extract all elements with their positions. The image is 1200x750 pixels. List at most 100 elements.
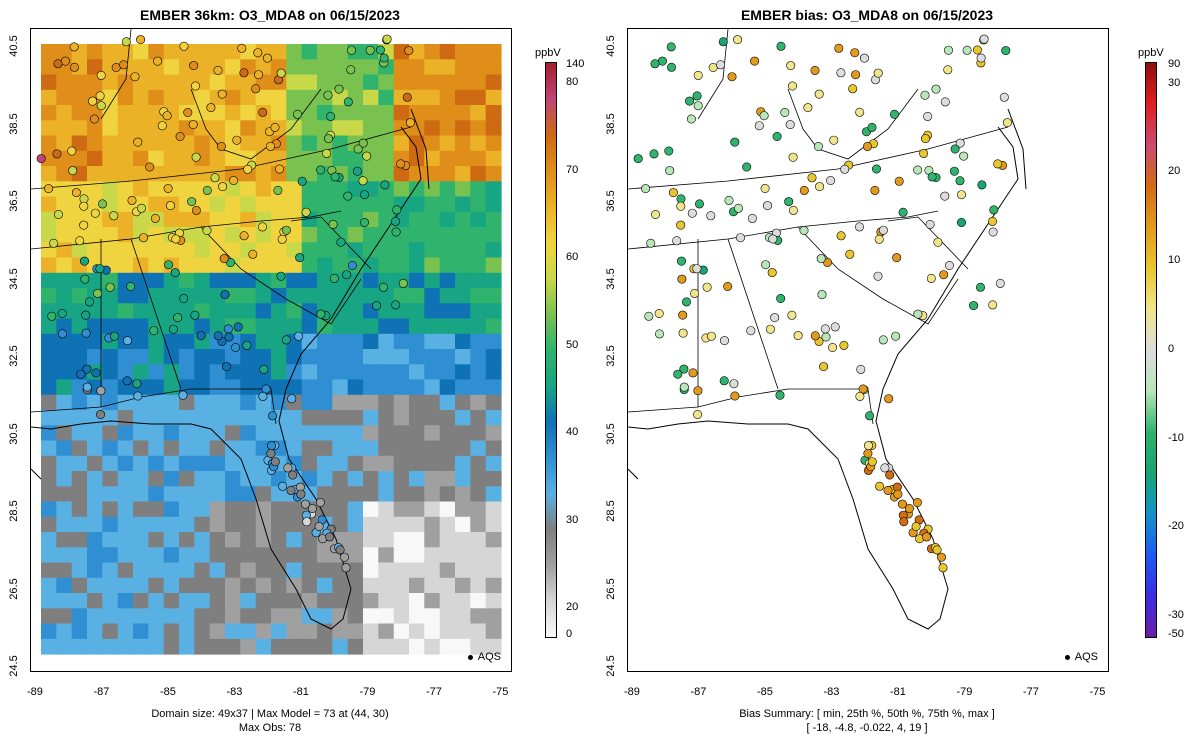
model-grid-cell bbox=[286, 425, 303, 442]
aqs-station-marker bbox=[213, 331, 223, 341]
model-grid-cell bbox=[317, 455, 333, 472]
model-grid-cell bbox=[347, 638, 364, 655]
model-grid-cell bbox=[240, 135, 257, 152]
bias-station-marker bbox=[814, 89, 824, 99]
model-grid-cell bbox=[179, 89, 195, 106]
aqs-station-marker bbox=[53, 210, 63, 220]
model-grid-cell bbox=[194, 364, 211, 381]
model-grid-cell bbox=[332, 44, 349, 60]
model-grid-cell bbox=[485, 638, 502, 655]
model-grid-cell bbox=[209, 516, 226, 533]
model-grid-cell bbox=[485, 425, 502, 442]
model-grid-cell bbox=[117, 166, 134, 182]
bias-station-marker bbox=[955, 138, 965, 148]
model-grid-cell bbox=[286, 593, 303, 609]
model-grid-cell bbox=[87, 150, 103, 167]
model-grid-cell bbox=[317, 196, 333, 213]
model-grid-cell bbox=[163, 150, 180, 167]
bias-station-marker bbox=[820, 324, 830, 334]
model-grid-cell bbox=[209, 74, 226, 91]
model-grid-cell bbox=[56, 288, 73, 304]
aqs-station-marker bbox=[202, 226, 212, 236]
model-grid-cell bbox=[240, 89, 257, 106]
y-tick-label: 26.5 bbox=[605, 577, 617, 600]
model-grid-cell bbox=[301, 59, 318, 76]
model-grid-cell bbox=[133, 303, 149, 320]
bias-station-marker bbox=[692, 91, 702, 101]
model-grid-cell bbox=[301, 333, 318, 350]
aqs-station-marker bbox=[346, 45, 356, 55]
model-grid-cell bbox=[87, 318, 103, 335]
model-grid-cell bbox=[317, 364, 333, 381]
model-grid-cell bbox=[424, 593, 441, 609]
model-grid-cell bbox=[424, 59, 441, 76]
model-grid-cell bbox=[286, 547, 303, 564]
model-grid-cell bbox=[485, 257, 502, 274]
bias-station-marker bbox=[845, 249, 855, 259]
model-grid-cell bbox=[133, 410, 149, 426]
model-grid-cell bbox=[148, 440, 165, 457]
model-grid-cell bbox=[41, 623, 57, 640]
model-grid-cell bbox=[439, 150, 456, 167]
aqs-station-marker bbox=[329, 273, 339, 283]
bias-station-marker bbox=[760, 184, 770, 194]
model-grid-cell bbox=[225, 272, 241, 289]
model-grid-cell bbox=[363, 501, 379, 518]
model-grid-cell bbox=[301, 288, 318, 304]
model-grid-cell bbox=[409, 89, 425, 106]
model-grid-cell bbox=[179, 547, 195, 564]
bias-station-marker bbox=[944, 261, 954, 271]
model-grid-cell bbox=[271, 379, 287, 396]
model-grid-cell bbox=[56, 608, 73, 625]
model-grid-cell bbox=[470, 150, 487, 167]
model-grid-cell bbox=[332, 394, 349, 411]
aqs-station-marker bbox=[95, 91, 105, 101]
model-grid-cell bbox=[286, 379, 303, 396]
bias-station-marker bbox=[893, 489, 903, 499]
colorbar-tick-label: 30 bbox=[1168, 77, 1181, 89]
model-grid-cell bbox=[485, 166, 502, 182]
model-grid-cell bbox=[485, 288, 502, 304]
aqs-station-marker bbox=[179, 41, 189, 51]
model-grid-cell bbox=[179, 577, 195, 594]
model-grid-cell bbox=[163, 333, 180, 350]
model-grid-cell bbox=[194, 211, 211, 228]
model-grid-cell bbox=[439, 364, 456, 381]
model-grid-cell bbox=[286, 501, 303, 518]
model-grid-cell bbox=[409, 379, 425, 396]
aqs-station-marker bbox=[266, 141, 276, 151]
x-tick-label: -81 bbox=[293, 686, 309, 698]
bias-station-marker bbox=[950, 144, 960, 154]
model-grid-cell bbox=[332, 227, 349, 243]
right-map-title: EMBER bias: O3_MDA8 on 06/15/2023 bbox=[740, 7, 994, 23]
bias-station-marker bbox=[686, 114, 696, 124]
model-grid-cell bbox=[133, 105, 149, 121]
model-grid-cell bbox=[378, 501, 395, 518]
model-grid-cell bbox=[378, 105, 395, 121]
model-grid-cell bbox=[117, 288, 134, 304]
model-grid-cell bbox=[102, 638, 119, 655]
model-grid-cell bbox=[209, 501, 226, 518]
bias-station-marker bbox=[865, 411, 875, 421]
model-grid-cell bbox=[255, 577, 272, 594]
model-grid-cell bbox=[424, 516, 441, 533]
bias-station-marker bbox=[692, 264, 702, 274]
model-grid-cell bbox=[363, 166, 379, 182]
model-grid-cell bbox=[240, 410, 257, 426]
model-grid-cell bbox=[301, 410, 318, 426]
model-grid-cell bbox=[378, 120, 395, 137]
model-grid-cell bbox=[485, 272, 502, 289]
model-grid-cell bbox=[71, 74, 88, 91]
model-grid-cell bbox=[194, 455, 211, 472]
model-grid-cell bbox=[225, 181, 241, 198]
model-grid-cell bbox=[347, 196, 364, 213]
aqs-station-marker bbox=[109, 331, 119, 341]
model-grid-cell bbox=[439, 455, 456, 472]
model-grid-cell bbox=[363, 227, 379, 243]
model-grid-cell bbox=[179, 608, 195, 625]
model-grid-cell bbox=[148, 516, 165, 533]
model-grid-cell bbox=[133, 440, 149, 457]
model-grid-cell bbox=[56, 440, 73, 457]
model-grid-cell bbox=[317, 74, 333, 91]
model-grid-cell bbox=[194, 410, 211, 426]
